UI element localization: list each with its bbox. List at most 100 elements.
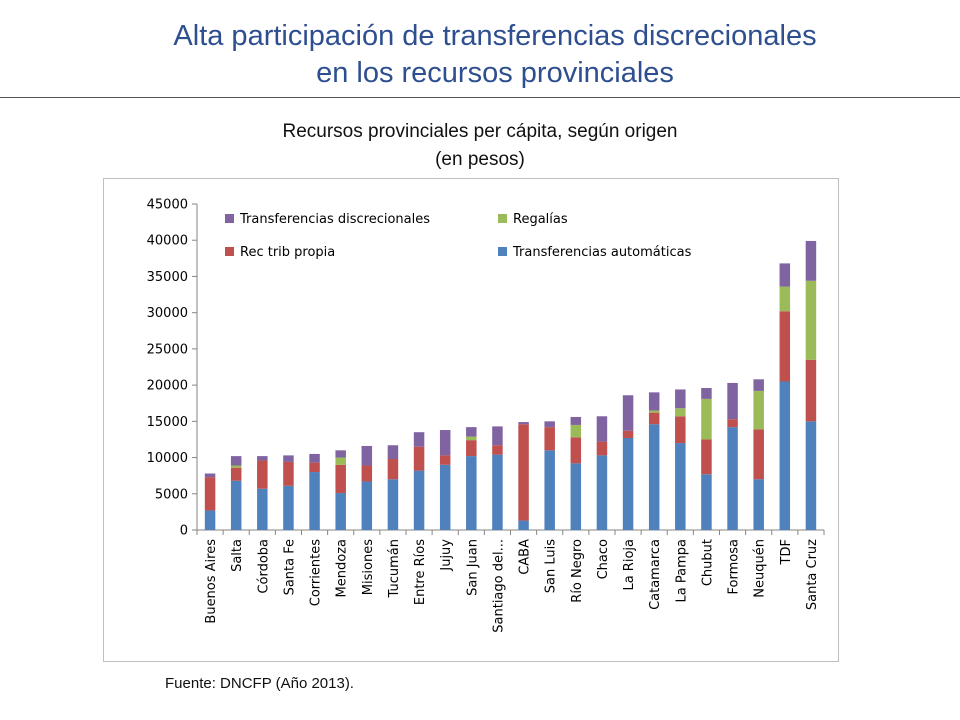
bar-rec-trib-propia-catamarca	[648, 412, 660, 425]
bar-transferencias-discrecionales-mendoza	[335, 450, 346, 458]
legend-swatch-transferencias-discrecionales	[225, 214, 234, 223]
x-category-label: Río Negro	[570, 539, 585, 603]
bar-transferencias-discrecionales-entre-rios	[413, 432, 425, 447]
bar-rec-trib-propia-santa-cruz	[805, 359, 817, 422]
x-category-label: Corrientes	[309, 539, 324, 606]
bar-rec-trib-propia-san-luis	[544, 427, 555, 451]
y-tick-label: 40000	[147, 234, 188, 249]
bar-transferencias-discrecionales-santa-cruz	[805, 240, 817, 281]
bar-transferencias-automaticas-tucuman	[387, 479, 399, 530]
x-category-label: Entre Ríos	[413, 539, 428, 605]
bar-regalias-tdf	[779, 286, 791, 312]
chart-frame: 0 5000 10000 15000 20000 25000 30000 35000 40000…	[103, 178, 839, 662]
y-tick-label: 25000	[147, 342, 188, 357]
bar-transferencias-automaticas-mendoza	[335, 493, 346, 530]
bar-transferencias-automaticas-rio-negro	[570, 463, 582, 530]
bar-transferencias-automaticas-chubut	[701, 474, 712, 530]
bar-rec-trib-propia-salta	[230, 467, 242, 481]
chart-title: Recursos provinciales per cápita, según …	[0, 118, 960, 174]
bar-rec-trib-propia-neuquen	[753, 429, 764, 480]
bar-transferencias-automaticas-san-luis	[544, 450, 555, 530]
bar-transferencias-discrecionales-formosa	[727, 382, 738, 420]
bar-rec-trib-propia-tucuman	[387, 459, 399, 480]
bar-regalias-catamarca	[648, 410, 660, 413]
bar-rec-trib-propia-santa-fe	[283, 461, 294, 486]
bar-transferencias-discrecionales-san-juan	[466, 427, 477, 437]
bar-rec-trib-propia-formosa	[727, 419, 738, 428]
bar-regalias-salta	[230, 465, 242, 468]
bar-transferencias-discrecionales-la-pampa	[675, 389, 686, 409]
bar-rec-trib-propia-buenos-aires	[204, 477, 216, 511]
bar-rec-trib-propia-chaco	[596, 441, 608, 456]
legend-swatch-rec-trib-propia	[225, 247, 234, 256]
legend-label-transferencias-discrecionales: Transferencias discrecionales	[239, 212, 430, 227]
x-category-label: Chaco	[596, 539, 611, 579]
bar-rec-trib-propia-mendoza	[335, 464, 346, 494]
bar-transferencias-automaticas-la-pampa	[675, 443, 686, 530]
bar-rec-trib-propia-chubut	[701, 439, 712, 475]
x-category-label: Jujuy	[439, 539, 454, 572]
bar-transferencias-automaticas-neuquen	[753, 479, 764, 530]
bar-transferencias-discrecionales-rio-negro	[570, 416, 582, 425]
legend-label-regalias: Regalías	[513, 212, 568, 227]
x-category-label: La Rioja	[622, 539, 637, 591]
bar-rec-trib-propia-la-pampa	[675, 416, 686, 444]
bar-rec-trib-propia-caba	[518, 424, 529, 521]
bar-transferencias-discrecionales-neuquen	[753, 379, 764, 391]
bar-rec-trib-propia-san-juan	[466, 440, 477, 457]
bar-rec-trib-propia-jujuy	[439, 455, 451, 465]
bar-regalias-santa-cruz	[805, 280, 817, 360]
bar-transferencias-automaticas-jujuy	[439, 464, 451, 530]
x-category-label: Santiago del...	[491, 539, 506, 633]
bar-rec-trib-propia-tdf	[779, 311, 791, 382]
bar-regalias-mendoza	[335, 457, 346, 465]
bar-rec-trib-propia-cordoba	[257, 460, 268, 489]
y-tick-label: 0	[180, 524, 188, 539]
bar-transferencias-automaticas-entre-rios	[413, 470, 425, 530]
chart-title-line1: Recursos provinciales per cápita, según …	[282, 121, 678, 142]
legend-swatch-transferencias-automaticas	[498, 247, 507, 256]
bar-transferencias-discrecionales-corrientes	[309, 453, 320, 463]
bar-transferencias-automaticas-misiones	[361, 481, 373, 530]
x-category-label: Córdoba	[256, 539, 271, 594]
y-tick-label: 35000	[147, 270, 188, 285]
y-tick-label: 45000	[147, 198, 188, 213]
x-category-label: Neuquén	[753, 539, 768, 598]
bar-transferencias-automaticas-santa-cruz	[805, 421, 817, 530]
legend-label-rec-trib-propia: Rec trib propia	[240, 245, 335, 260]
legend-swatch-regalias	[498, 214, 507, 223]
bar-transferencias-automaticas-salta	[230, 480, 242, 530]
bar-regalias-neuquen	[753, 390, 764, 430]
bar-transferencias-discrecionales-santiago-del	[492, 426, 503, 446]
bar-transferencias-discrecionales-chaco	[596, 416, 608, 442]
y-tick-label: 30000	[147, 306, 188, 321]
x-category-label: San Juan	[465, 539, 480, 596]
x-category-label: Santa Cruz	[805, 539, 820, 610]
x-category-label: Salta	[230, 539, 245, 572]
bar-transferencias-discrecionales-salta	[230, 456, 242, 466]
bar-rec-trib-propia-la-rioja	[622, 430, 634, 438]
x-category-label: Misiones	[361, 539, 376, 595]
slide-title-line2: en los recursos provinciales	[316, 57, 674, 89]
slide-title-line1: Alta participación de transferencias dis…	[173, 20, 817, 52]
title-divider	[0, 97, 960, 98]
bar-transferencias-automaticas-chaco	[596, 455, 608, 530]
x-category-label: Catamarca	[648, 539, 663, 610]
bar-transferencias-discrecionales-tdf	[779, 263, 791, 287]
bar-transferencias-automaticas-tdf	[779, 381, 791, 530]
bar-transferencias-discrecionales-misiones	[361, 445, 373, 466]
chart-title-line2: (en pesos)	[435, 149, 525, 170]
bar-transferencias-automaticas-caba	[518, 520, 529, 530]
x-category-label: Tucumán	[387, 539, 402, 598]
bar-transferencias-automaticas-la-rioja	[622, 437, 634, 530]
bar-transferencias-automaticas-formosa	[727, 427, 738, 530]
stacked-bar-chart: 0 5000 10000 15000 20000 25000 30000 35000 40000…	[147, 198, 825, 633]
bar-regalias-rio-negro	[570, 424, 582, 438]
x-category-label: CABA	[518, 539, 533, 575]
x-category-label: Buenos Aires	[204, 539, 219, 624]
bar-transferencias-discrecionales-la-rioja	[622, 395, 634, 431]
bar-regalias-la-pampa	[675, 408, 686, 417]
bar-rec-trib-propia-entre-rios	[413, 446, 425, 471]
x-category-label: Mendoza	[335, 539, 350, 597]
bar-transferencias-automaticas-cordoba	[257, 488, 268, 530]
